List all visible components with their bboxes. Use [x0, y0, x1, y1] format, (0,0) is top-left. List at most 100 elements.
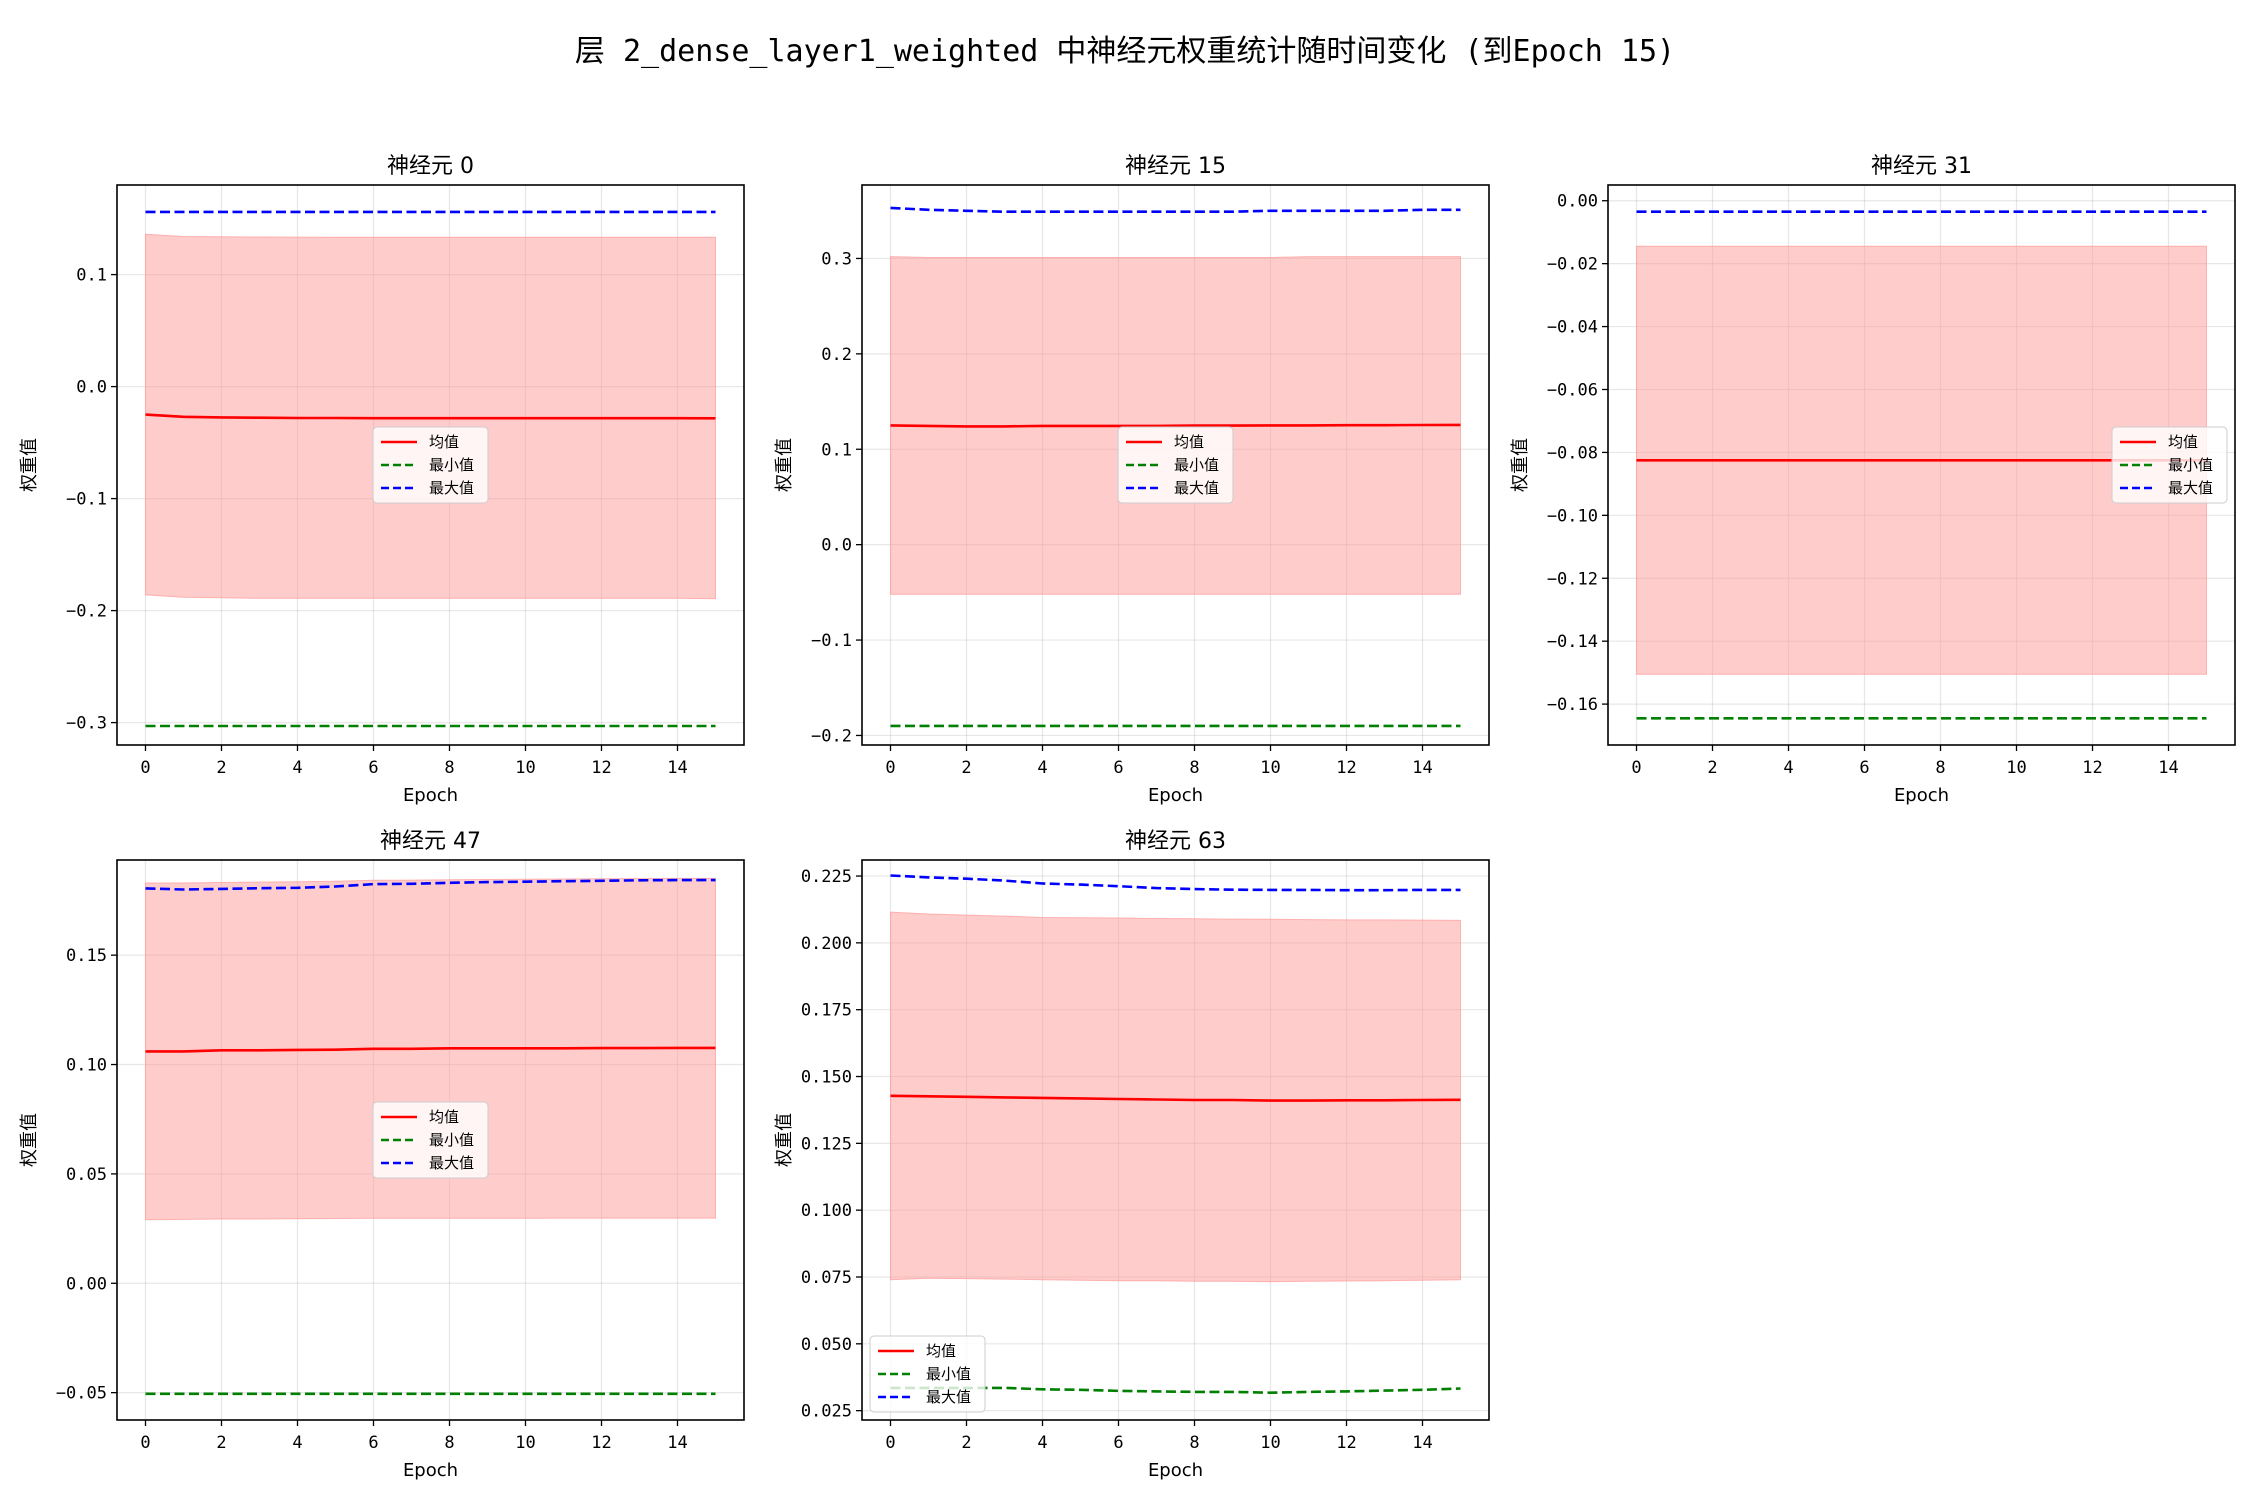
- legend-label: 均值: [2168, 433, 2198, 451]
- x-tick-label: 8: [1189, 1433, 1199, 1453]
- figure-title: 层 2_dense_layer1_weighted 中神经元权重统计随时间变化 …: [574, 34, 1676, 69]
- y-axis-label: 权重值: [1510, 438, 1531, 492]
- legend-label: 最大值: [2168, 479, 2213, 497]
- x-tick-label: 14: [1412, 758, 1432, 778]
- x-tick-label: 4: [1037, 1433, 1047, 1453]
- legend-label: 最小值: [2168, 456, 2213, 474]
- x-tick-label: 14: [1412, 1433, 1432, 1453]
- std-band: [145, 233, 716, 600]
- x-axis-label: Epoch: [1148, 785, 1203, 806]
- x-tick-label: 2: [961, 1433, 971, 1453]
- y-axis-label: 权重值: [19, 438, 40, 492]
- legend-label: 均值: [1174, 433, 1204, 451]
- y-tick-label: 0.025: [801, 1402, 852, 1422]
- y-tick-label: 0.15: [66, 946, 107, 966]
- y-tick-label: −0.12: [1547, 569, 1598, 589]
- x-tick-label: 2: [961, 758, 971, 778]
- subplot-title: 神经元 15: [1125, 154, 1226, 179]
- y-axis-label: 权重值: [774, 1113, 795, 1167]
- axes-frame: [116, 859, 745, 1421]
- y-tick-label: 0.00: [1557, 192, 1598, 212]
- y-tick-label: −0.16: [1547, 695, 1598, 715]
- y-tick-label: 0.100: [801, 1201, 852, 1221]
- y-tick-label: 0.075: [801, 1268, 852, 1288]
- x-tick-label: 0: [1631, 758, 1641, 778]
- legend-label: 均值: [429, 433, 459, 451]
- x-tick-label: 6: [1859, 758, 1869, 778]
- x-tick-label: 8: [444, 758, 454, 778]
- x-tick-label: 4: [1037, 758, 1047, 778]
- subplot-title: 神经元 47: [380, 829, 481, 854]
- max-line: [890, 206, 1461, 213]
- x-tick-label: 2: [1707, 758, 1717, 778]
- legend-box: [372, 426, 489, 504]
- mean-line: [890, 1094, 1461, 1102]
- y-tick-label: −0.3: [66, 714, 107, 734]
- subplot-title: 神经元 31: [1871, 154, 1972, 179]
- y-tick-label: −0.10: [1547, 506, 1598, 526]
- y-tick-label: 0.00: [66, 1274, 107, 1294]
- y-tick-label: 0.225: [801, 867, 852, 887]
- subplot-4: 0 2 4 6 8 10 12 14 0.025 0.050 0.075 0.100 0.125 0.15…: [774, 829, 1490, 1481]
- x-tick-label: 10: [515, 758, 535, 778]
- x-axis-label: Epoch: [403, 1460, 458, 1481]
- y-tick-label: 0.050: [801, 1335, 852, 1355]
- x-tick-label: 10: [1260, 758, 1280, 778]
- y-tick-label: −0.14: [1547, 632, 1598, 652]
- x-tick-label: 10: [515, 1433, 535, 1453]
- legend-label: 最大值: [926, 1388, 971, 1406]
- y-axis-label: 权重值: [774, 438, 795, 492]
- x-tick-label: 0: [885, 758, 895, 778]
- x-tick-label: 14: [2158, 758, 2178, 778]
- axes-frame: [861, 859, 1490, 1421]
- legend-label: 均值: [429, 1108, 459, 1126]
- x-tick-label: 4: [1783, 758, 1793, 778]
- x-tick-label: 12: [1336, 1433, 1356, 1453]
- x-tick-label: 10: [2006, 758, 2026, 778]
- legend-label: 最小值: [926, 1365, 971, 1383]
- legend-box: [2111, 426, 2228, 504]
- axes-frame: [861, 184, 1490, 746]
- y-tick-label: −0.1: [811, 631, 852, 651]
- y-tick-label: 0.0: [76, 378, 107, 398]
- x-tick-label: 4: [292, 1433, 302, 1453]
- y-axis-label: 权重值: [19, 1113, 40, 1167]
- y-tick-label: 0.05: [66, 1165, 107, 1185]
- x-tick-label: 2: [216, 1433, 226, 1453]
- x-tick-label: 10: [1260, 1433, 1280, 1453]
- x-tick-label: 0: [140, 1433, 150, 1453]
- y-tick-label: 0.125: [801, 1134, 852, 1154]
- x-tick-label: 2: [216, 758, 226, 778]
- legend-box: [1117, 426, 1234, 504]
- axes-frame: [1607, 184, 2236, 746]
- x-tick-label: 12: [1336, 758, 1356, 778]
- x-tick-label: 6: [368, 758, 378, 778]
- y-tick-label: −0.02: [1547, 255, 1598, 275]
- y-tick-label: −0.1: [66, 490, 107, 510]
- x-tick-label: 6: [1113, 1433, 1123, 1453]
- y-tick-label: −0.2: [811, 726, 852, 746]
- y-tick-label: −0.06: [1547, 380, 1598, 400]
- max-line: [145, 878, 716, 891]
- y-tick-label: 0.175: [801, 1001, 852, 1021]
- y-tick-label: 0.3: [821, 249, 852, 269]
- x-tick-label: 8: [1935, 758, 1945, 778]
- max-line: [890, 874, 1461, 892]
- legend-box: [869, 1335, 986, 1413]
- x-tick-label: 14: [667, 1433, 687, 1453]
- x-axis-label: Epoch: [1894, 785, 1949, 806]
- std-band: [890, 911, 1461, 1283]
- mean-line: [890, 423, 1461, 428]
- subplot-1: 0 2 4 6 8 10 12 14 −0.2 −0.1 0.0 0.1 0.2 0.3 神经元 15 Epo…: [774, 154, 1490, 806]
- x-tick-label: 0: [885, 1433, 895, 1453]
- x-tick-label: 6: [368, 1433, 378, 1453]
- y-tick-label: 0.2: [821, 345, 852, 365]
- legend-label: 最小值: [429, 456, 474, 474]
- legend-label: 最大值: [429, 1154, 474, 1172]
- mean-line: [145, 1046, 716, 1053]
